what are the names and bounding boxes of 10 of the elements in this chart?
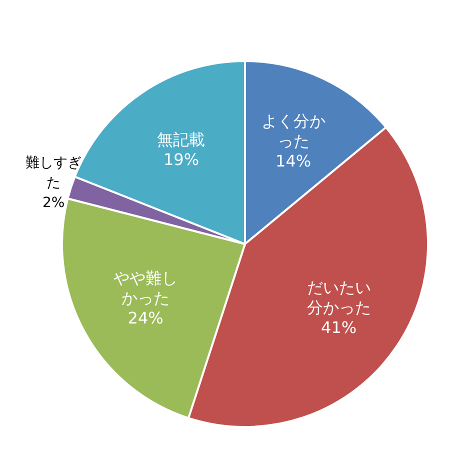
data-label: 41% <box>321 318 357 337</box>
data-label: 24% <box>128 308 164 328</box>
slice-label: 難しすぎた <box>26 154 82 191</box>
slice-label: よく分かった <box>261 111 326 150</box>
slice-label: やや難しかった <box>114 268 178 308</box>
data-label: 2% <box>42 194 65 211</box>
data-label: 14% <box>276 151 312 170</box>
slice-label: だいたい分かった <box>306 278 371 317</box>
slice-label: 無記載 <box>157 130 206 150</box>
data-label: 19% <box>163 150 200 170</box>
